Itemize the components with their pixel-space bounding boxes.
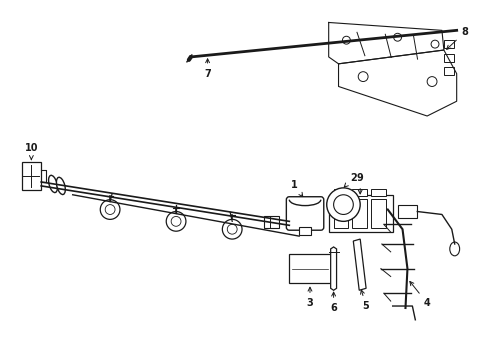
Ellipse shape (450, 242, 460, 256)
Circle shape (227, 224, 237, 234)
Bar (334, 189, 348, 196)
Circle shape (343, 36, 350, 44)
Circle shape (327, 188, 360, 221)
Bar (397, 204, 417, 219)
Text: 4: 4 (410, 282, 431, 308)
Circle shape (358, 72, 368, 82)
Text: 2: 2 (344, 173, 357, 187)
Text: 10: 10 (24, 144, 38, 159)
Text: 3: 3 (307, 287, 314, 308)
Bar (334, 199, 348, 228)
Text: 7: 7 (204, 59, 211, 79)
Text: 5: 5 (361, 290, 369, 311)
FancyBboxPatch shape (286, 197, 324, 230)
Bar (352, 199, 367, 228)
Bar (289, 254, 331, 283)
Ellipse shape (49, 175, 57, 193)
Circle shape (171, 216, 181, 226)
Bar (444, 54, 454, 62)
Bar (371, 189, 386, 196)
Text: 6: 6 (330, 292, 337, 313)
Bar (444, 67, 454, 75)
Bar (444, 40, 454, 48)
Circle shape (431, 40, 439, 48)
Circle shape (222, 219, 242, 239)
Circle shape (105, 204, 115, 215)
Bar (264, 216, 279, 228)
Text: 8: 8 (447, 27, 468, 49)
Text: 1: 1 (291, 180, 303, 197)
Circle shape (393, 33, 401, 41)
Circle shape (334, 195, 353, 215)
Bar (329, 195, 392, 232)
Bar (299, 227, 311, 235)
Circle shape (166, 212, 186, 231)
Ellipse shape (56, 177, 65, 194)
Bar (352, 189, 367, 196)
Circle shape (100, 200, 120, 219)
Polygon shape (353, 239, 366, 290)
Bar (371, 199, 386, 228)
Circle shape (427, 77, 437, 86)
Bar (22, 162, 41, 190)
Polygon shape (331, 247, 337, 290)
Text: 9: 9 (357, 173, 364, 194)
